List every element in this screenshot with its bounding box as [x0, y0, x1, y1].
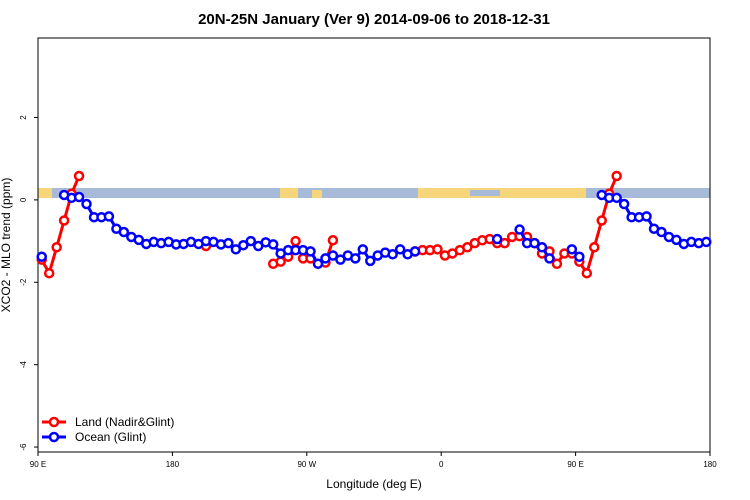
data-point	[432, 244, 443, 255]
data-point	[73, 191, 85, 203]
x-tick-label: 90 E	[30, 460, 46, 469]
data-point	[305, 246, 316, 257]
x-tick-label: 90 E	[567, 460, 583, 469]
data-point	[312, 258, 324, 269]
data-point	[357, 244, 369, 255]
data-point	[350, 253, 361, 264]
data-point	[223, 237, 234, 249]
data-point	[536, 242, 548, 253]
data-point	[103, 211, 115, 222]
land-patch	[312, 190, 322, 198]
data-point	[290, 235, 301, 247]
y-tick-label: -2	[19, 278, 28, 286]
data-point	[618, 198, 630, 210]
data-point	[51, 242, 62, 253]
data-point	[409, 246, 421, 257]
data-point	[514, 224, 525, 235]
legend-marker	[48, 416, 60, 428]
land-patch	[418, 188, 586, 198]
data-point	[551, 258, 563, 269]
data-point	[394, 244, 406, 255]
data-point	[596, 215, 607, 226]
data-point	[118, 226, 130, 238]
data-point	[499, 237, 510, 249]
data-point	[335, 254, 346, 265]
data-point	[544, 253, 555, 264]
data-point	[641, 211, 652, 222]
data-point	[387, 249, 398, 260]
y-tick-label: -4	[19, 361, 28, 369]
x-tick-label: 90 W	[297, 460, 316, 469]
data-point	[81, 198, 92, 210]
data-point	[73, 170, 85, 182]
legend-marker	[48, 431, 60, 443]
data-point	[133, 234, 145, 246]
x-axis-label: Longitude (deg E)	[326, 477, 421, 491]
data-point	[566, 244, 578, 255]
data-point	[656, 226, 667, 238]
data-point	[589, 242, 600, 253]
y-axis-label: XCO2 - MLO trend (ppm)	[0, 178, 13, 313]
data-point	[365, 255, 376, 267]
data-point	[671, 234, 682, 246]
chart-title: 20N-25N January (Ver 9) 2014-09-06 to 20…	[198, 11, 550, 28]
ocean-patch	[470, 190, 500, 196]
y-tick-label: 0	[19, 197, 28, 202]
x-tick-label: 0	[439, 460, 444, 469]
data-point	[581, 267, 593, 279]
data-point	[58, 215, 70, 226]
x-tick-label: 180	[703, 460, 717, 469]
map-strip	[38, 188, 710, 198]
data-point	[238, 239, 249, 251]
land-patch	[280, 188, 298, 198]
data-point	[327, 250, 339, 261]
data-point	[611, 170, 622, 182]
data-point	[43, 267, 55, 279]
data-point	[574, 251, 585, 262]
data-point	[36, 251, 47, 262]
ocean-strip	[38, 188, 710, 198]
data-point	[245, 235, 257, 247]
data-point	[462, 242, 473, 253]
data-point	[529, 237, 540, 249]
data-point	[327, 235, 339, 246]
land-patch	[38, 188, 52, 198]
y-tick-label: -6	[19, 443, 28, 451]
data-point	[267, 239, 279, 250]
y-tick-label: 2	[19, 115, 28, 120]
data-point	[491, 233, 503, 245]
x-tick-label: 180	[166, 460, 180, 469]
legend-label: Ocean (Glint)	[75, 430, 146, 444]
data-point	[701, 236, 712, 248]
data-point	[230, 244, 242, 255]
legend-label: Land (Nadir&Glint)	[75, 415, 174, 429]
data-point	[611, 192, 622, 204]
